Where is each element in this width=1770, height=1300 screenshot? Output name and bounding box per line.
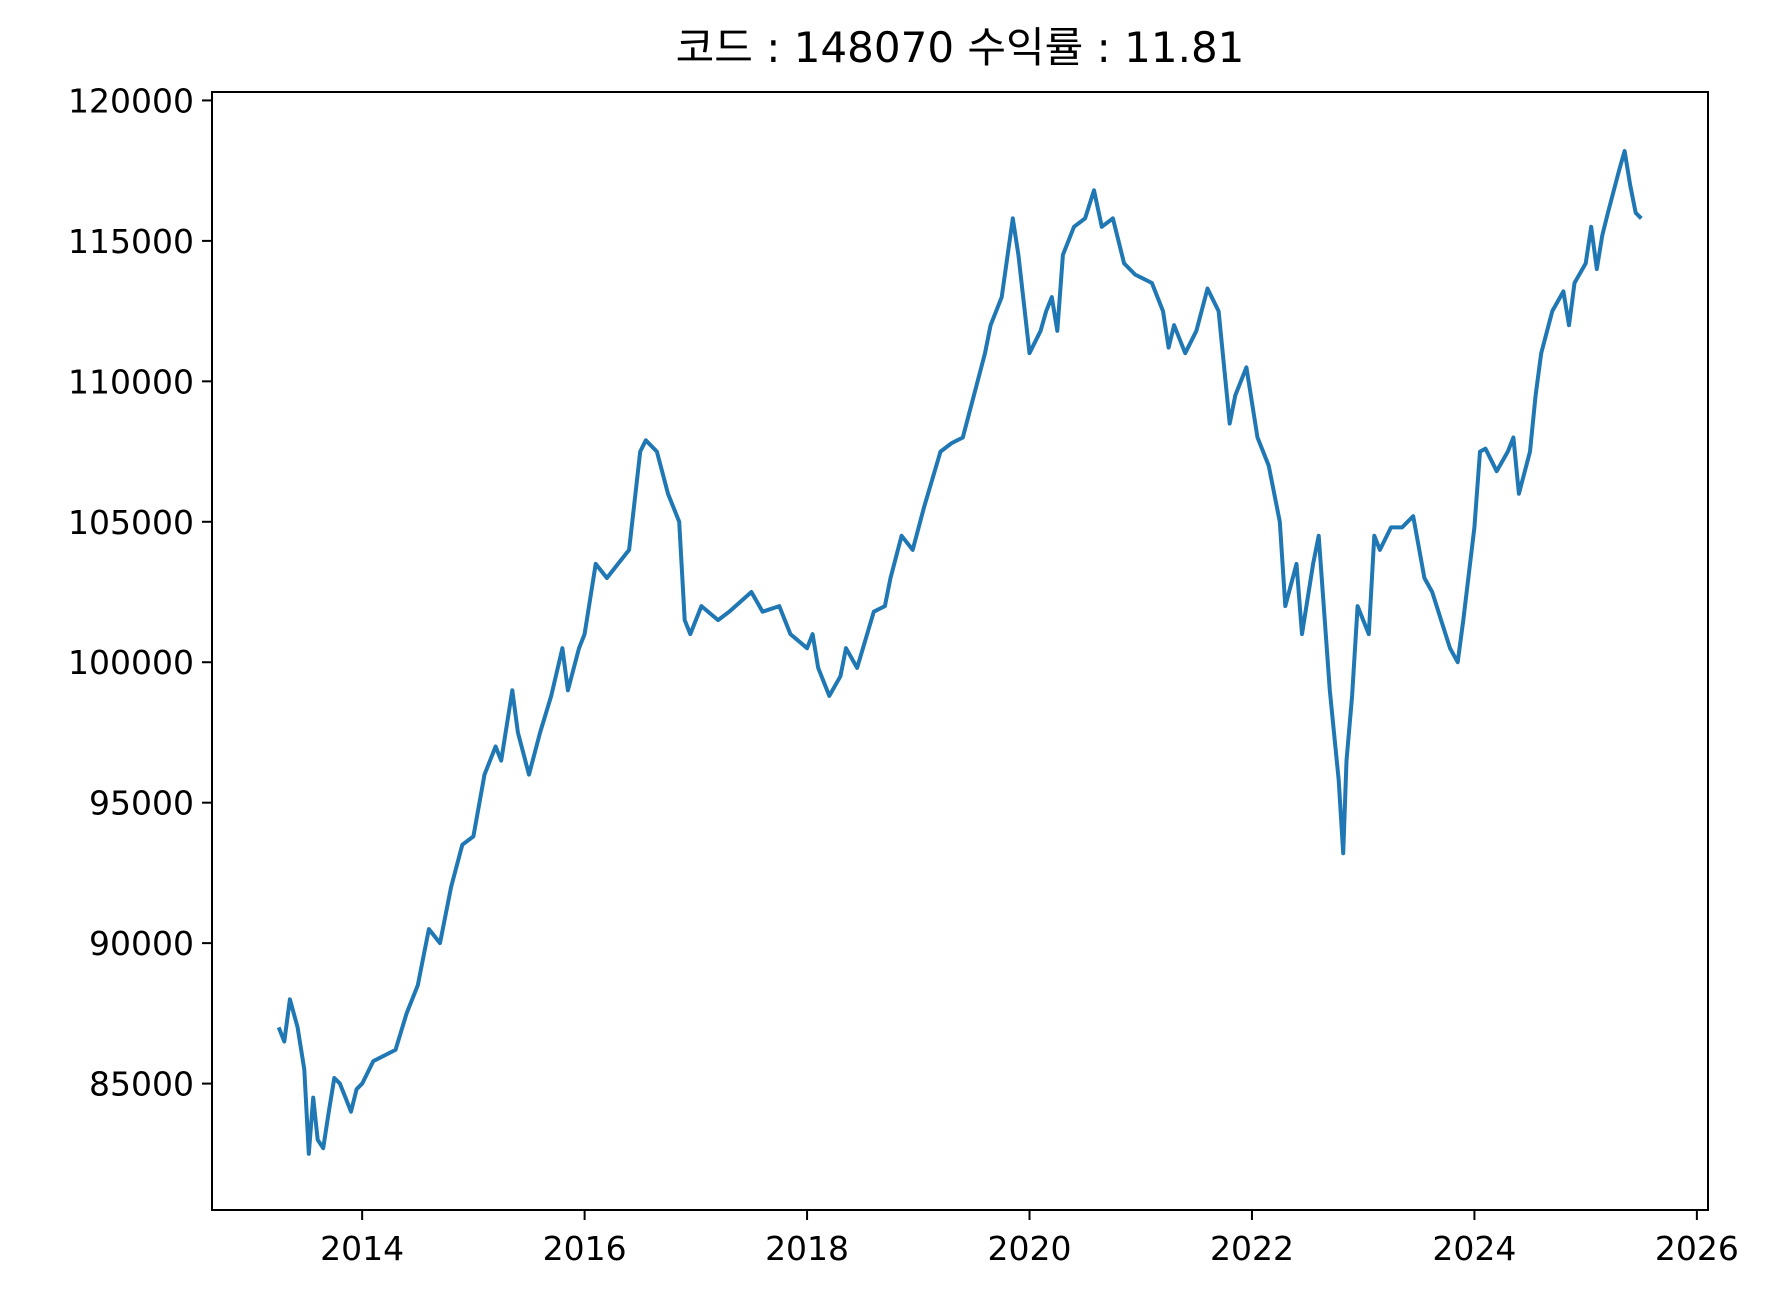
y-tick-label: 85000 — [89, 1065, 194, 1104]
x-tick-label: 2026 — [1655, 1229, 1739, 1268]
y-axis: 85000 90000 95000 100000 105000 110000 115000 1… — [68, 81, 212, 1104]
x-tick-label: 2024 — [1432, 1229, 1516, 1268]
y-tick-label: 110000 — [68, 362, 194, 401]
y-tick-label: 90000 — [89, 924, 194, 963]
plot-frame — [211, 91, 1709, 1211]
y-tick-label: 95000 — [89, 784, 194, 823]
x-axis: 2014 2016 2018 2020 2022 2024 2026 — [320, 1210, 1739, 1268]
x-tick-label: 2018 — [765, 1229, 849, 1268]
y-tick-label: 100000 — [68, 643, 194, 682]
x-tick-label: 2022 — [1210, 1229, 1294, 1268]
x-tick-label: 2016 — [543, 1229, 627, 1268]
x-tick-label: 2020 — [988, 1229, 1072, 1268]
plot-area — [276, 149, 1643, 1156]
x-tick-label: 2014 — [320, 1229, 404, 1268]
y-tick-label: 120000 — [68, 81, 194, 120]
chart-title: 코드 : 148070 수익률 : 11.81 — [676, 23, 1245, 72]
y-tick-label: 105000 — [68, 503, 194, 542]
y-tick-label: 115000 — [68, 222, 194, 261]
series-line-0 — [276, 149, 1643, 1156]
